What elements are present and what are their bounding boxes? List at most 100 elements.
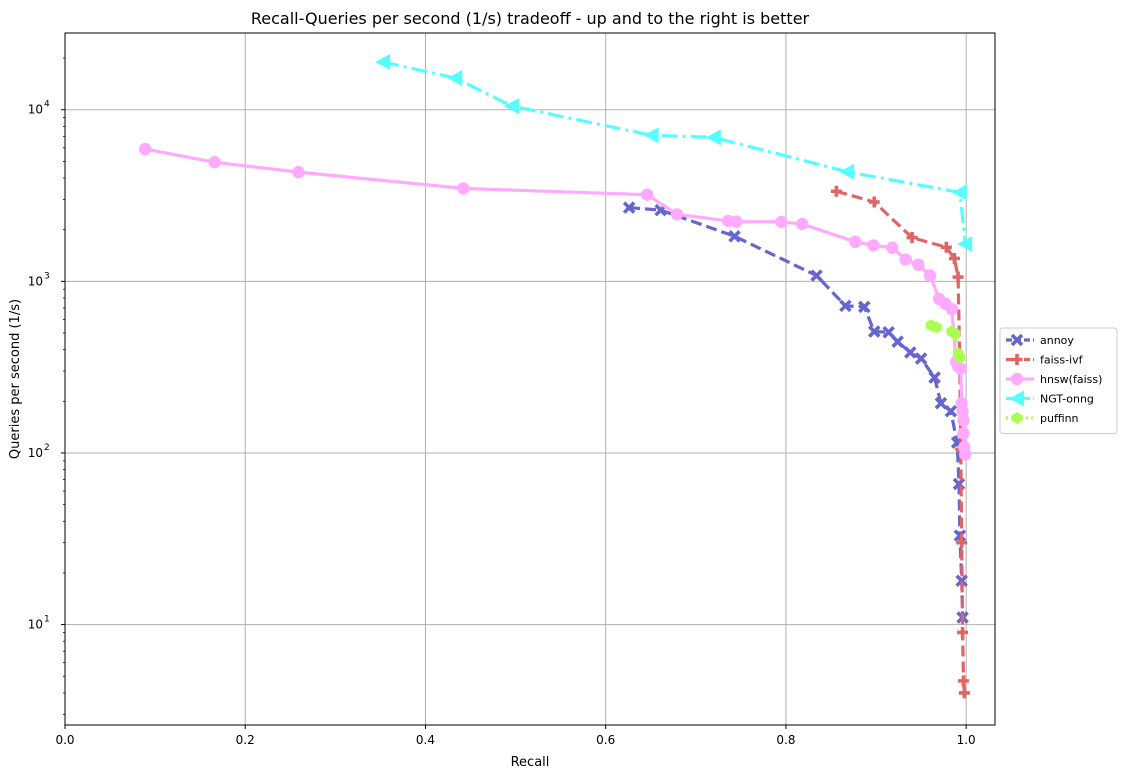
y-tick-label-base: 10 (28, 103, 43, 117)
y-tick-label-base: 10 (28, 618, 43, 632)
data-point (503, 98, 519, 115)
x-axis-ticks: 0.0 0.2 0.4 0.6 0.8 1.0 (55, 725, 976, 747)
data-point (622, 201, 636, 214)
legend-label: faiss-ivf (1040, 354, 1084, 367)
y-tick-label-exponent: 2 (44, 443, 50, 453)
data-point (705, 129, 721, 146)
y-tick-label: 10 (28, 618, 43, 632)
data-point (775, 215, 788, 229)
data-point (868, 196, 880, 208)
data-point (957, 236, 973, 253)
x-tick-label: 0.4 (416, 733, 435, 747)
data-point (957, 626, 969, 638)
data-point (730, 215, 743, 228)
data-point (940, 241, 952, 253)
data-point (950, 327, 961, 340)
data-point (955, 574, 968, 588)
legend-marker (1011, 354, 1023, 365)
data-point (957, 414, 970, 427)
data-point (375, 53, 391, 70)
data-point (670, 208, 684, 221)
data-point (914, 352, 928, 365)
x-axis-label: Recall (511, 755, 550, 770)
data-point (958, 687, 970, 699)
legend-item: annoy (1006, 333, 1074, 347)
data-point (912, 258, 925, 271)
series-annoy (622, 201, 969, 624)
y-tick-label-exponent: 3 (44, 271, 50, 281)
series-layer (139, 53, 973, 699)
data-point (886, 241, 899, 254)
data-point (956, 537, 968, 549)
data-point (906, 232, 918, 244)
data-point (292, 165, 305, 179)
y-tick-label-base: 10 (28, 274, 43, 288)
data-point (944, 404, 958, 418)
x-tick-label: 0.2 (236, 733, 255, 747)
data-point (728, 230, 741, 243)
chart-title: Recall-Queries per second (1/s) tradeoff… (251, 9, 810, 28)
data-point (923, 269, 937, 282)
series-hnsw-faiss- (139, 142, 972, 461)
y-tick-label-base: 10 (28, 446, 43, 460)
legend-label: annoy (1040, 334, 1074, 347)
series-line (382, 60, 967, 245)
data-point (957, 675, 969, 687)
legend-marker (1010, 372, 1024, 386)
data-point (882, 326, 895, 339)
legend-marker (1009, 390, 1024, 407)
x-tick-label: 0.6 (596, 733, 615, 747)
x-tick-label: 1.0 (957, 733, 976, 747)
legend-label: puffinn (1040, 412, 1079, 425)
y-tick-label: 10 (28, 446, 43, 460)
legend-item: hnsw(faiss) (1006, 372, 1102, 386)
series-puffinn (925, 319, 966, 364)
series-faiss-ivf (830, 185, 970, 699)
y-tick-label: 10 (28, 103, 43, 117)
data-point (795, 217, 809, 231)
data-point (956, 405, 969, 418)
data-point (810, 269, 823, 282)
data-point (945, 302, 958, 316)
data-point (951, 184, 967, 201)
data-point (839, 163, 855, 180)
y-tick-label: 10 (28, 274, 43, 288)
legend-marker (1010, 333, 1024, 347)
data-point (957, 427, 970, 440)
data-point (891, 335, 904, 348)
data-point (849, 235, 862, 249)
plot-frame (64, 32, 996, 726)
data-point (839, 299, 852, 313)
legend-item: NGT-onng (1006, 390, 1094, 407)
legend-item: puffinn (1006, 412, 1079, 425)
data-point (867, 325, 881, 338)
data-point (139, 142, 152, 156)
x-tick-label: 0.0 (55, 733, 74, 747)
x-tick-label: 0.8 (776, 733, 795, 747)
data-point (928, 371, 941, 384)
legend-box (999, 327, 1118, 434)
data-point (830, 185, 842, 197)
legend: annoy faiss-ivf hnsw(faiss) NGT-onng puffinn (999, 327, 1118, 434)
legend-label: hnsw(faiss) (1040, 373, 1102, 386)
data-point (954, 351, 966, 364)
data-point (931, 321, 942, 334)
data-point (208, 155, 221, 169)
data-point (457, 182, 470, 195)
data-point (948, 252, 960, 264)
data-point (904, 346, 917, 359)
data-point (952, 271, 964, 283)
y-tick-label-exponent: 4 (44, 100, 50, 110)
data-point (858, 300, 871, 314)
data-point (640, 188, 654, 201)
legend-marker (1011, 412, 1023, 424)
data-point (867, 239, 880, 252)
data-point (447, 70, 463, 87)
legend-item: faiss-ivf (1006, 354, 1084, 367)
y-axis-label: Queries per second (1/s) (8, 299, 23, 459)
data-point (643, 127, 659, 144)
data-point (934, 396, 948, 410)
